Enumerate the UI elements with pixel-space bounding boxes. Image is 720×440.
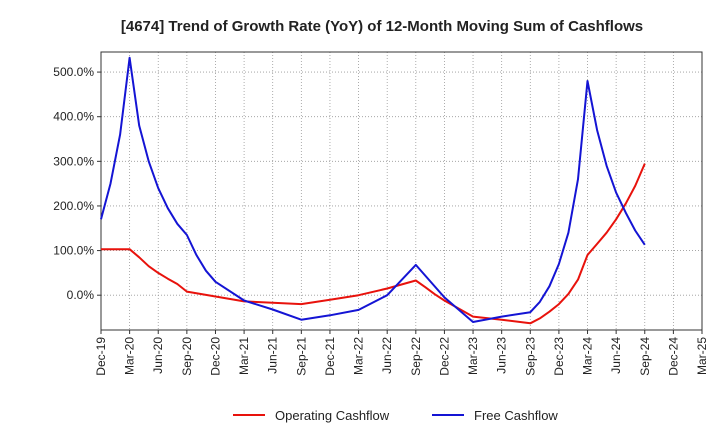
y-tick-label: 500.0% — [53, 65, 94, 79]
x-tick-label: Jun-21 — [266, 337, 280, 374]
series-line-operating-cashflow — [101, 163, 646, 325]
x-axis-ticks: Dec-19 Mar-20 Jun-20 Sep-20 Dec-20 Mar-21 Jun-… — [94, 330, 709, 376]
x-tick-label: Dec-20 — [208, 337, 222, 376]
legend-label: Operating Cashflow — [275, 408, 390, 423]
x-tick-label: Jun-20 — [151, 337, 165, 374]
x-tick-label: Mar-20 — [123, 337, 137, 375]
grid-lines — [100, 52, 703, 330]
x-tick-label: Dec-22 — [437, 337, 451, 376]
x-tick-label: Sep-21 — [294, 337, 308, 376]
legend-label: Free Cashflow — [474, 408, 558, 423]
x-tick-label: Dec-21 — [323, 337, 337, 376]
legend: Operating Cashflow Free Cashflow — [233, 408, 558, 423]
x-tick-label: Sep-24 — [638, 337, 652, 376]
plot-frame — [100, 51, 703, 331]
x-tick-label: Dec-24 — [666, 337, 680, 376]
x-tick-label: Jun-24 — [609, 337, 623, 374]
y-tick-label: 100.0% — [53, 244, 94, 258]
x-tick-label: Sep-23 — [523, 337, 537, 376]
series-lines — [100, 56, 646, 325]
y-tick-label: 400.0% — [53, 110, 94, 124]
x-tick-label: Dec-23 — [552, 337, 566, 376]
x-tick-label: Jun-23 — [495, 337, 509, 374]
x-tick-label: Sep-22 — [409, 337, 423, 376]
y-axis-ticks: 0.0% 100.0% 200.0% 300.0% 400.0% 500.0% — [53, 65, 101, 302]
y-tick-label: 300.0% — [53, 154, 94, 168]
x-tick-label: Mar-24 — [581, 337, 595, 375]
x-tick-label: Dec-19 — [94, 337, 108, 376]
x-tick-label: Mar-23 — [466, 337, 480, 375]
x-tick-label: Jun-22 — [380, 337, 394, 374]
x-tick-label: Mar-25 — [695, 337, 709, 375]
y-tick-label: 200.0% — [53, 199, 94, 213]
y-tick-label: 0.0% — [67, 288, 95, 302]
series-line-free-cashflow — [100, 56, 646, 323]
x-tick-label: Sep-20 — [180, 337, 194, 376]
x-tick-label: Mar-22 — [352, 337, 366, 375]
chart-title: [4674] Trend of Growth Rate (YoY) of 12-… — [121, 18, 643, 35]
x-tick-label: Mar-21 — [237, 337, 251, 375]
